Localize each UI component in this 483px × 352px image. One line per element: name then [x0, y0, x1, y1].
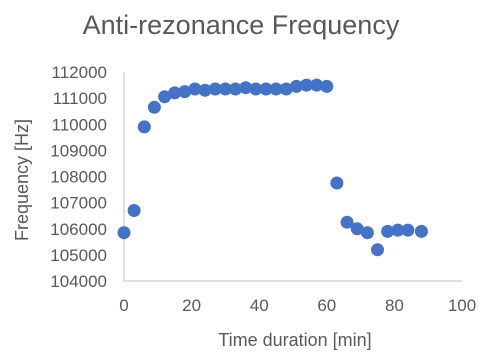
- x-tick-label: 80: [385, 296, 404, 315]
- data-point: [320, 79, 334, 93]
- chart-title: Anti-rezonance Frequency: [83, 10, 400, 40]
- y-tick-label: 112000: [52, 63, 107, 82]
- data-point: [168, 86, 182, 100]
- x-tick-label: 20: [182, 296, 201, 315]
- data-point: [117, 226, 131, 240]
- x-axis-title: Time duration [min]: [218, 330, 371, 350]
- data-point: [401, 223, 415, 237]
- data-point: [127, 204, 141, 217]
- y-axis-title: Frequency [Hz]: [12, 119, 32, 241]
- data-point: [300, 78, 313, 92]
- y-tick-label: 110000: [52, 115, 107, 134]
- data-point: [218, 82, 232, 96]
- data-point: [371, 243, 384, 257]
- data-point: [208, 82, 222, 96]
- data-point: [239, 81, 253, 95]
- data-point: [360, 226, 374, 240]
- y-tick-label: 107000: [50, 194, 107, 213]
- data-point: [269, 82, 283, 96]
- y-tick-label: 105000: [50, 246, 107, 265]
- data-point: [340, 215, 354, 229]
- data-point: [391, 223, 405, 237]
- data-point: [198, 83, 212, 97]
- tick-labels: 104000 105000 106000 107000 108000 109000 1100…: [50, 63, 476, 315]
- y-tick-label: 104000: [50, 272, 107, 291]
- data-point: [249, 82, 263, 96]
- y-tick-label: 108000: [50, 168, 107, 187]
- data-points: [117, 78, 428, 257]
- data-point: [350, 222, 364, 236]
- y-tick-label: 106000: [50, 220, 107, 239]
- axes: [123, 72, 462, 282]
- data-point: [279, 82, 293, 96]
- y-tick-label: 111000: [53, 89, 107, 108]
- data-point: [310, 78, 324, 92]
- data-point: [414, 224, 428, 238]
- data-point: [158, 90, 172, 104]
- x-tick-label: 60: [317, 296, 336, 315]
- data-point: [381, 224, 395, 238]
- x-tick-label: 100: [448, 296, 476, 315]
- data-point: [147, 100, 161, 114]
- data-point: [229, 82, 242, 96]
- x-tick-label: 40: [250, 296, 269, 315]
- data-point: [289, 79, 303, 93]
- data-point: [330, 176, 344, 190]
- data-point: [178, 85, 192, 99]
- data-point: [188, 82, 202, 96]
- data-point: [259, 82, 273, 96]
- data-point: [137, 120, 151, 134]
- x-tick-label: 0: [119, 296, 128, 315]
- y-tick-label: 109000: [50, 141, 107, 160]
